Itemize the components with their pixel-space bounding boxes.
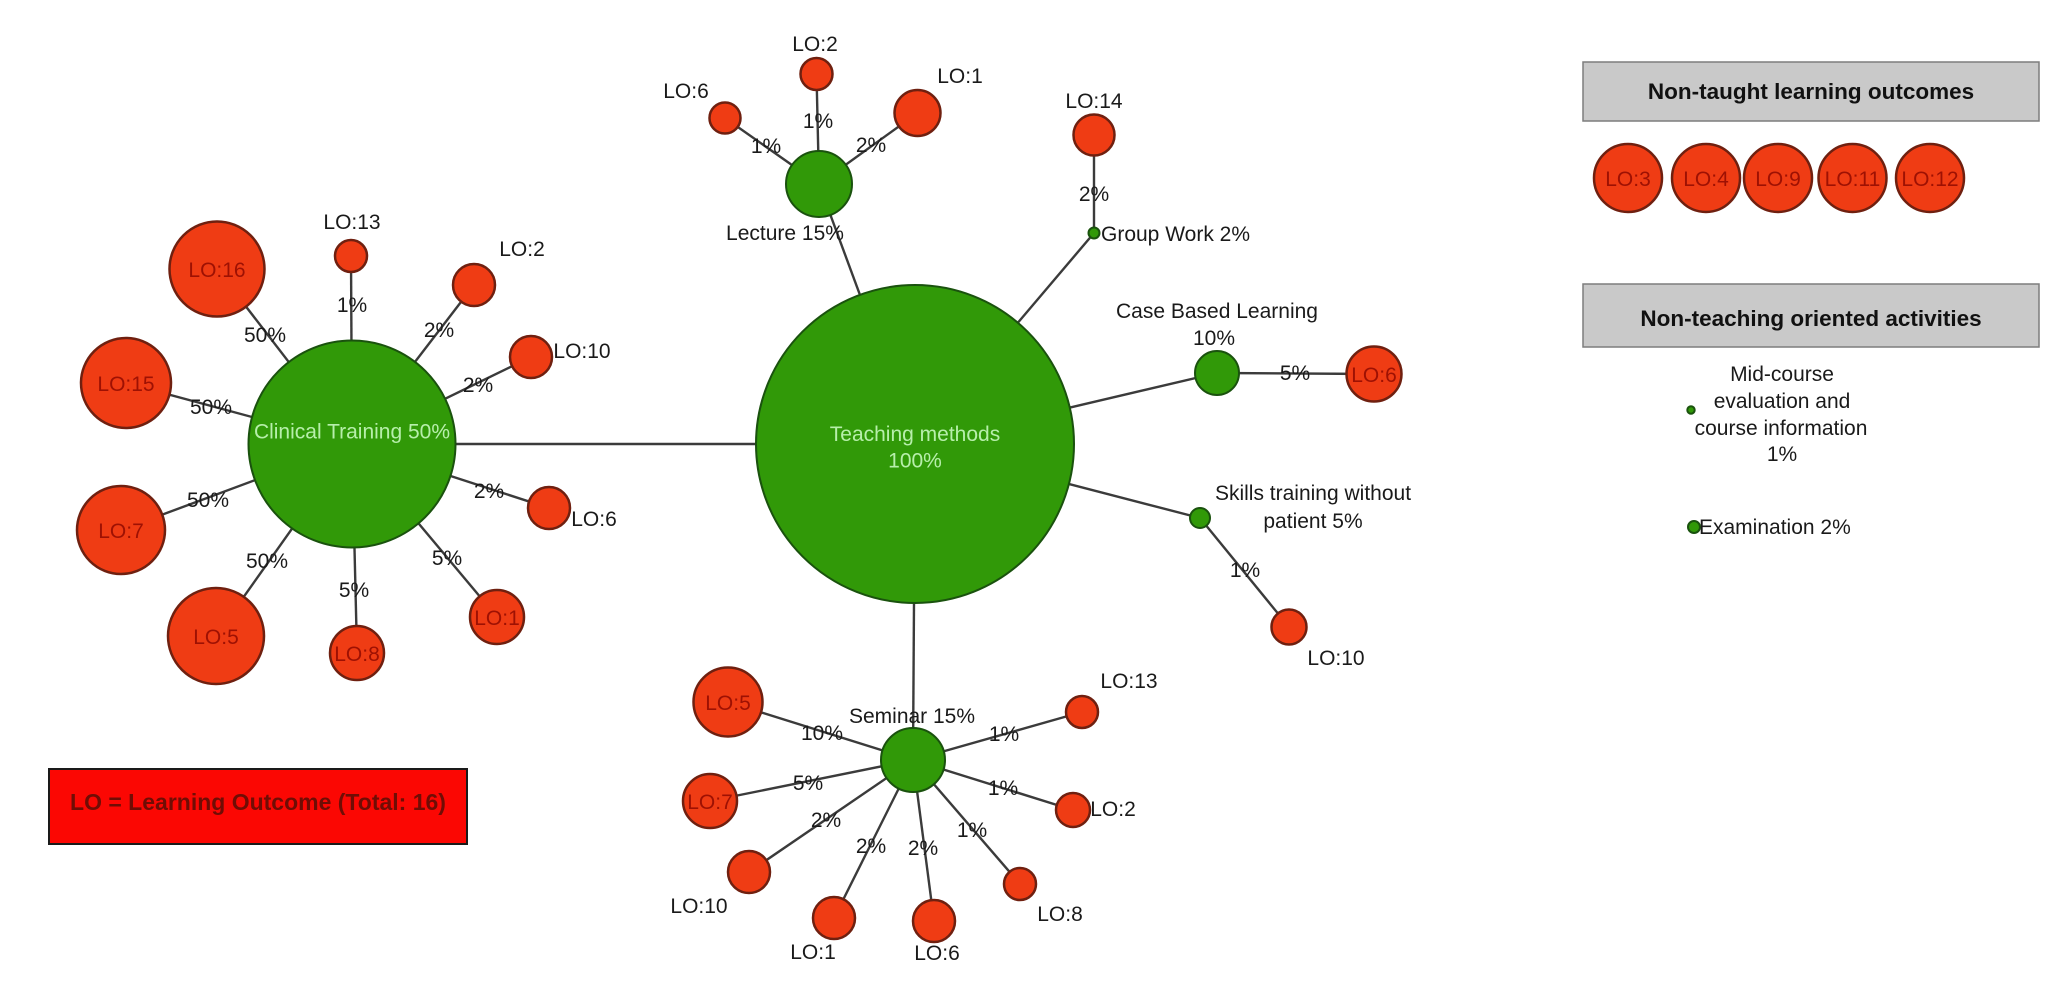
svg-text:LO = Learning Outcome (Total:: LO = Learning Outcome (Total: 16) [70, 789, 446, 815]
svg-text:LO:1: LO:1 [790, 941, 836, 964]
svg-text:LO:15: LO:15 [97, 373, 154, 396]
svg-text:Mid-course: Mid-course [1730, 363, 1834, 386]
svg-text:evaluation and: evaluation and [1714, 390, 1851, 413]
svg-text:1%: 1% [803, 110, 833, 133]
svg-text:2%: 2% [811, 809, 841, 832]
svg-text:LO:16: LO:16 [188, 259, 245, 282]
svg-text:2%: 2% [463, 374, 493, 397]
svg-text:LO:3: LO:3 [1605, 168, 1651, 191]
svg-text:1%: 1% [751, 135, 781, 158]
svg-text:50%: 50% [246, 550, 288, 573]
svg-text:LO:2: LO:2 [1090, 798, 1136, 821]
svg-text:Non-teaching oriented activiti: Non-teaching oriented activities [1640, 306, 1981, 331]
svg-text:Clinical Training 50%: Clinical Training 50% [254, 421, 450, 444]
svg-text:LO:7: LO:7 [687, 791, 733, 814]
svg-text:100%: 100% [888, 450, 942, 473]
svg-text:2%: 2% [424, 319, 454, 342]
svg-text:10%: 10% [801, 722, 843, 745]
svg-text:50%: 50% [190, 396, 232, 419]
svg-text:patient 5%: patient 5% [1263, 510, 1362, 533]
svg-text:2%: 2% [856, 134, 886, 157]
svg-text:1%: 1% [1230, 559, 1260, 582]
svg-text:LO:2: LO:2 [792, 33, 838, 56]
svg-text:LO:5: LO:5 [705, 692, 751, 715]
svg-text:5%: 5% [432, 547, 462, 570]
svg-text:50%: 50% [187, 489, 229, 512]
svg-text:LO:9: LO:9 [1755, 168, 1801, 191]
svg-text:LO:12: LO:12 [1901, 168, 1958, 191]
svg-text:LO:10: LO:10 [553, 340, 610, 363]
svg-text:2%: 2% [474, 480, 504, 503]
svg-text:LO:6: LO:6 [1351, 364, 1397, 387]
svg-text:5%: 5% [339, 579, 369, 602]
svg-text:LO:6: LO:6 [571, 508, 617, 531]
svg-text:LO:14: LO:14 [1065, 90, 1123, 113]
svg-text:LO:8: LO:8 [1037, 903, 1083, 926]
svg-text:50%: 50% [244, 324, 286, 347]
svg-text:1%: 1% [989, 723, 1019, 746]
svg-text:5%: 5% [793, 772, 823, 795]
svg-text:1%: 1% [337, 294, 367, 317]
svg-text:LO:13: LO:13 [323, 211, 380, 234]
svg-text:Skills training without: Skills training without [1215, 482, 1411, 505]
svg-text:LO:11: LO:11 [1825, 168, 1881, 191]
svg-text:LO:13: LO:13 [1100, 670, 1157, 693]
svg-text:5%: 5% [1280, 362, 1310, 385]
svg-text:Case Based Learning: Case Based Learning [1116, 300, 1318, 323]
svg-text:2%: 2% [908, 837, 938, 860]
svg-text:LO:2: LO:2 [499, 238, 545, 261]
svg-text:Group Work 2%: Group Work 2% [1101, 223, 1250, 246]
svg-text:course information: course information [1695, 417, 1868, 440]
svg-text:1%: 1% [988, 777, 1018, 800]
svg-text:1%: 1% [1767, 443, 1797, 466]
svg-text:Teaching methods: Teaching methods [830, 423, 1000, 446]
svg-text:LO:4: LO:4 [1683, 168, 1729, 191]
svg-text:Seminar 15%: Seminar 15% [849, 705, 975, 728]
svg-text:LO:6: LO:6 [914, 942, 960, 965]
svg-text:LO:1: LO:1 [937, 65, 983, 88]
svg-text:2%: 2% [1079, 183, 1109, 206]
svg-text:LO:1: LO:1 [474, 607, 520, 630]
svg-text:LO:6: LO:6 [663, 80, 709, 103]
svg-text:1%: 1% [957, 819, 987, 842]
svg-text:LO:5: LO:5 [193, 626, 239, 649]
svg-text:LO:10: LO:10 [670, 895, 727, 918]
svg-text:10%: 10% [1193, 327, 1235, 350]
svg-text:LO:7: LO:7 [98, 520, 144, 543]
svg-text:Lecture 15%: Lecture 15% [726, 222, 844, 245]
svg-text:Examination 2%: Examination 2% [1699, 516, 1851, 539]
svg-text:LO:8: LO:8 [334, 643, 380, 666]
svg-text:Non-taught learning outcomes: Non-taught learning outcomes [1648, 79, 1974, 104]
svg-text:LO:10: LO:10 [1307, 647, 1364, 670]
svg-text:2%: 2% [856, 835, 886, 858]
